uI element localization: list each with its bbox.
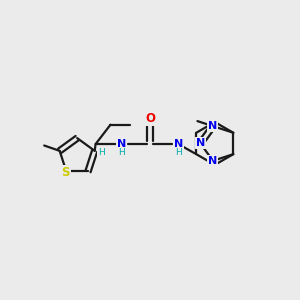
Text: H: H	[98, 148, 105, 157]
Text: N: N	[174, 139, 183, 149]
Text: N: N	[117, 139, 126, 149]
Text: S: S	[61, 167, 70, 179]
Text: H: H	[175, 148, 181, 158]
Text: N: N	[208, 156, 218, 166]
Text: N: N	[208, 121, 218, 131]
Text: H: H	[118, 148, 125, 158]
Text: N: N	[196, 138, 205, 148]
Text: O: O	[145, 112, 155, 125]
